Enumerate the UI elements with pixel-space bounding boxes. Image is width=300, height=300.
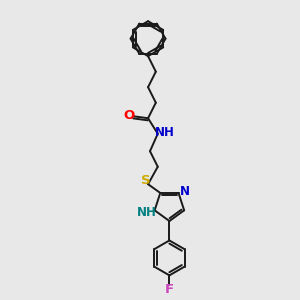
Text: S: S	[141, 174, 151, 187]
Text: O: O	[123, 109, 134, 122]
Text: F: F	[165, 284, 174, 296]
Text: NH: NH	[154, 126, 175, 139]
Text: N: N	[180, 184, 190, 197]
Text: NH: NH	[137, 206, 157, 219]
